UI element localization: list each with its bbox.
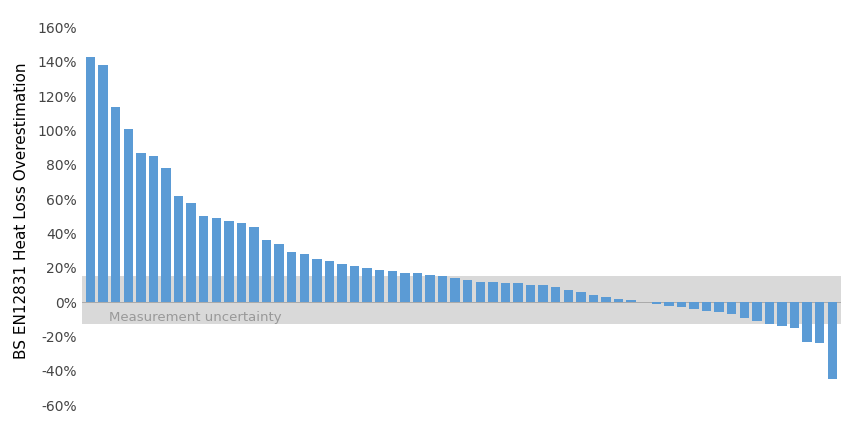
Bar xyxy=(475,282,485,302)
Bar xyxy=(501,283,510,302)
Bar xyxy=(601,297,610,302)
Bar xyxy=(740,302,749,318)
Bar xyxy=(350,266,359,302)
Bar xyxy=(790,302,799,328)
Bar xyxy=(387,271,397,302)
Bar xyxy=(174,196,183,302)
Bar xyxy=(803,302,812,342)
Bar xyxy=(123,129,133,302)
Bar xyxy=(539,285,548,302)
Bar xyxy=(463,280,473,302)
Bar xyxy=(149,156,158,302)
Bar xyxy=(488,282,498,302)
Y-axis label: BS EN12831 Heat Loss Overestimation: BS EN12831 Heat Loss Overestimation xyxy=(14,63,29,360)
Bar xyxy=(689,302,699,309)
Bar xyxy=(287,253,297,302)
Bar xyxy=(82,276,841,324)
Bar xyxy=(551,287,560,302)
Bar xyxy=(337,265,346,302)
Bar xyxy=(727,302,736,314)
Bar xyxy=(652,302,661,304)
Bar xyxy=(363,268,372,302)
Text: Measurement uncertainty: Measurement uncertainty xyxy=(109,311,282,324)
Bar xyxy=(676,302,687,307)
Bar xyxy=(111,107,121,302)
Bar xyxy=(614,299,623,302)
Bar xyxy=(312,259,321,302)
Bar xyxy=(375,270,385,302)
Bar xyxy=(186,202,196,302)
Bar xyxy=(451,278,460,302)
Bar xyxy=(627,300,636,302)
Bar xyxy=(438,276,447,302)
Bar xyxy=(325,261,334,302)
Bar xyxy=(237,223,246,302)
Bar xyxy=(413,273,422,302)
Bar xyxy=(262,241,271,302)
Bar xyxy=(98,65,108,302)
Bar xyxy=(425,275,434,302)
Bar xyxy=(576,292,586,302)
Bar xyxy=(715,302,724,312)
Bar xyxy=(589,295,598,302)
Bar xyxy=(400,273,410,302)
Bar xyxy=(828,302,837,379)
Bar xyxy=(752,302,762,321)
Bar xyxy=(563,290,573,302)
Bar xyxy=(664,302,674,306)
Bar xyxy=(162,168,171,302)
Bar xyxy=(274,244,284,302)
Bar xyxy=(702,302,711,311)
Bar xyxy=(299,254,309,302)
Bar xyxy=(764,302,774,324)
Bar xyxy=(86,57,95,302)
Bar xyxy=(513,283,522,302)
Bar xyxy=(224,221,233,302)
Bar xyxy=(526,285,535,302)
Bar xyxy=(815,302,824,343)
Bar xyxy=(136,153,145,302)
Bar xyxy=(211,218,221,302)
Bar xyxy=(250,226,259,302)
Bar xyxy=(199,216,209,302)
Bar xyxy=(777,302,787,326)
